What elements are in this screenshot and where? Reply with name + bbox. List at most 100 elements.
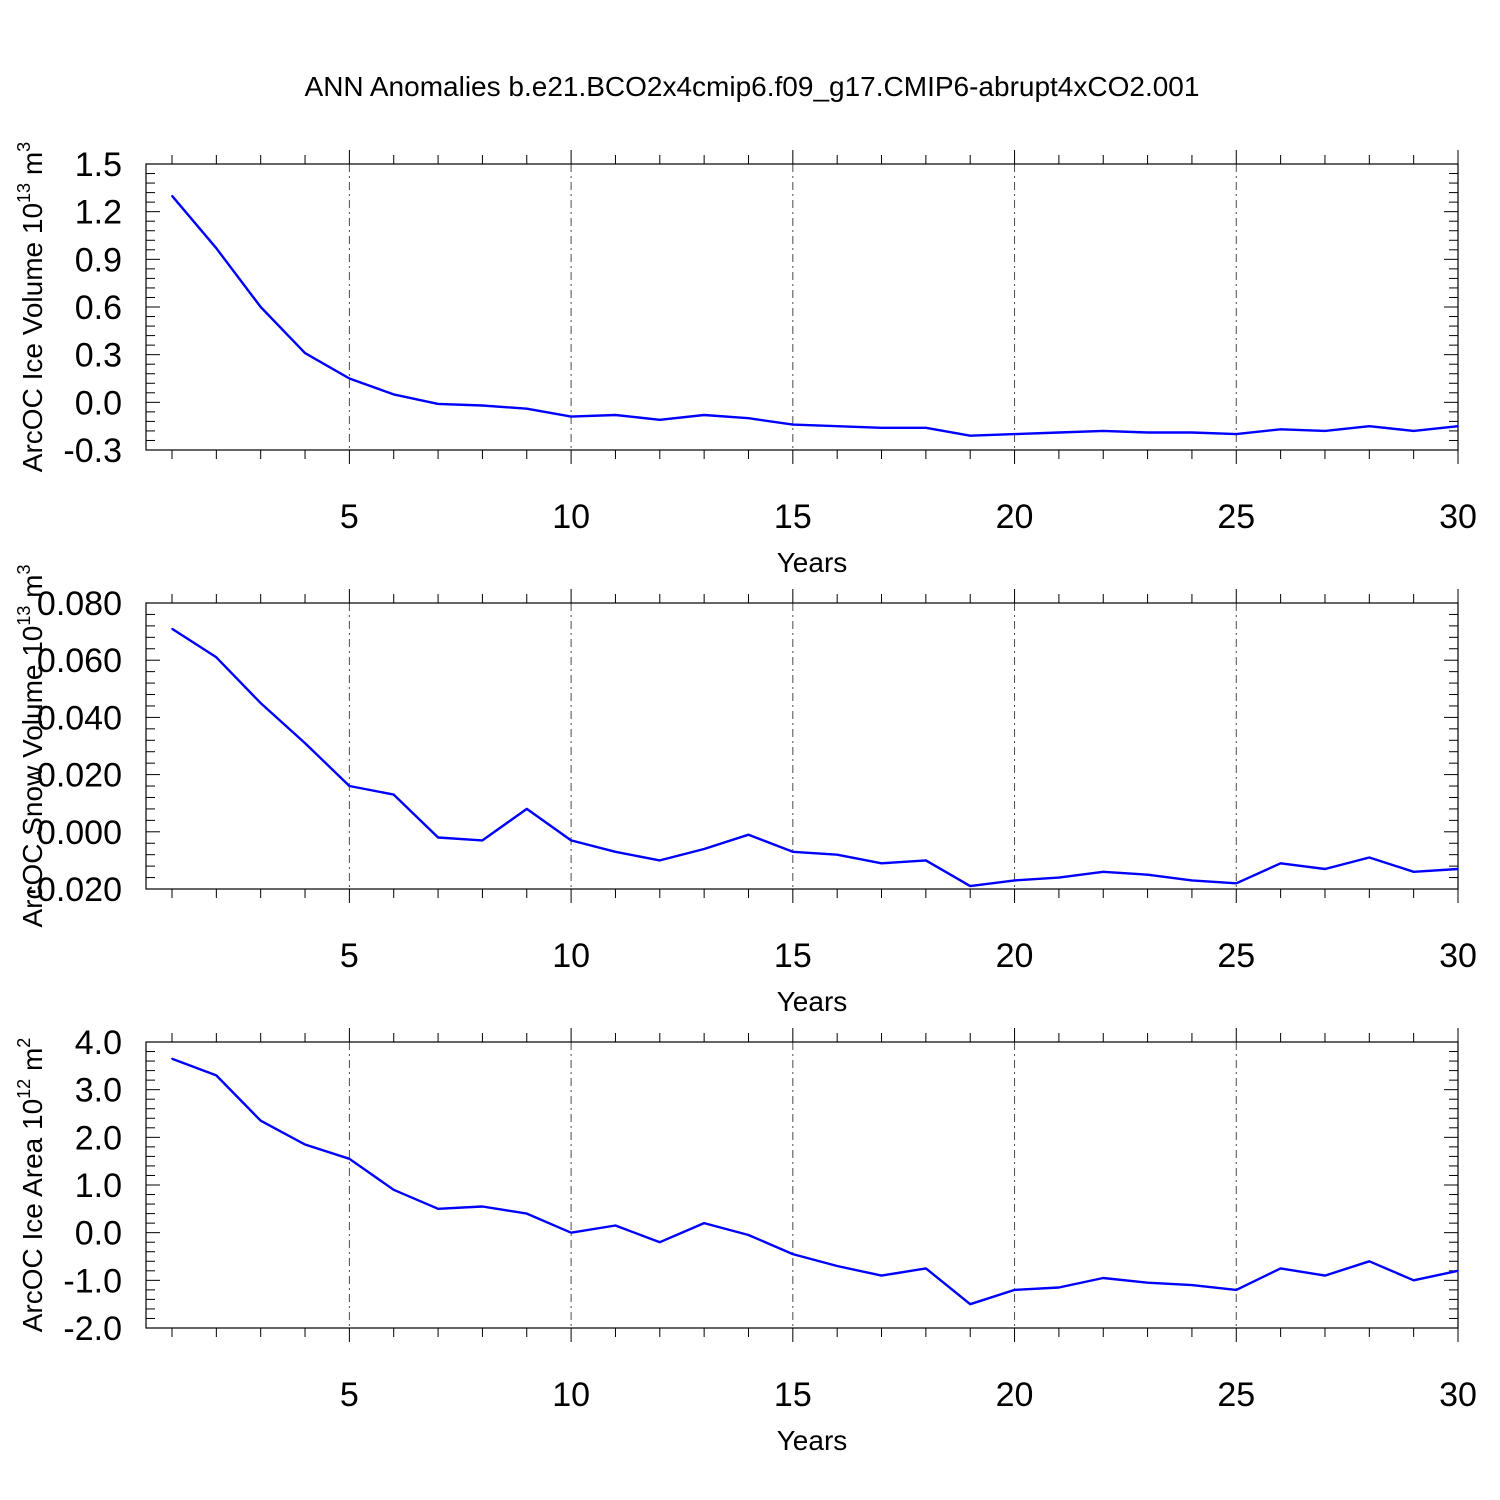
data-point bbox=[1146, 873, 1149, 876]
panel-3: -2.0 -1.0 0.0 1.0 2.0 3.0 4.0 5 10 15 20 25 30 Years A… bbox=[14, 1024, 1477, 1456]
data-point bbox=[1102, 430, 1105, 432]
data-point bbox=[1457, 868, 1459, 870]
data-point bbox=[570, 1231, 572, 1234]
data-point bbox=[1235, 433, 1238, 435]
y-axis-label: ArcOC Ice Volume 1013 m3 bbox=[14, 142, 48, 472]
y-tick-label: -0.020 bbox=[26, 871, 122, 909]
x-axis-label: Years bbox=[777, 1425, 848, 1456]
x-axis-label: Years bbox=[777, 986, 848, 1017]
x-tick-label: 20 bbox=[996, 1376, 1034, 1414]
y-tick-label: 1.5 bbox=[75, 146, 122, 184]
series-line bbox=[171, 627, 1459, 888]
data-point bbox=[1412, 430, 1415, 432]
y-tick-label: 0.9 bbox=[75, 241, 122, 279]
y-tick-label: 0.000 bbox=[37, 814, 122, 852]
y-axis-label: ArcOC Ice Area 1012 m2 bbox=[14, 1038, 48, 1333]
data-point bbox=[1235, 1289, 1238, 1291]
data-point bbox=[1146, 1281, 1149, 1284]
data-point bbox=[747, 833, 750, 836]
chart-title: ANN Anomalies b.e21.BCO2x4cmip6.f09_g17.… bbox=[305, 71, 1200, 102]
data-point bbox=[658, 419, 661, 421]
x-tick-label: 5 bbox=[340, 1376, 359, 1414]
data-point bbox=[1324, 1274, 1326, 1277]
data-point bbox=[525, 1212, 528, 1215]
data-point bbox=[570, 415, 572, 418]
x-tick-label: 10 bbox=[552, 498, 590, 536]
data-point bbox=[1191, 1284, 1193, 1286]
data-point bbox=[969, 885, 972, 887]
y-tick-label: 0.6 bbox=[75, 289, 122, 327]
data-point bbox=[481, 839, 484, 842]
x-tick-label: 25 bbox=[1217, 937, 1255, 975]
data-point bbox=[792, 1253, 794, 1255]
y-axis-label: ArcOC Snow Volume 1013 m3 bbox=[14, 564, 48, 927]
data-point bbox=[215, 656, 218, 659]
x-tick-label: 25 bbox=[1217, 1376, 1255, 1414]
data-point bbox=[792, 851, 794, 853]
data-point bbox=[304, 742, 306, 744]
data-point bbox=[1058, 876, 1060, 879]
data-point bbox=[836, 853, 838, 856]
data-point bbox=[880, 426, 883, 429]
data-point bbox=[570, 839, 572, 842]
data-point bbox=[437, 836, 439, 839]
data-point bbox=[1279, 1267, 1282, 1270]
data-point bbox=[259, 1119, 262, 1122]
data-point bbox=[1457, 425, 1459, 427]
series-line bbox=[171, 1057, 1459, 1306]
data-point bbox=[969, 434, 972, 437]
data-point bbox=[658, 859, 661, 862]
data-point bbox=[1412, 1279, 1415, 1282]
data-point bbox=[1191, 431, 1193, 434]
y-tick-label: 0.0 bbox=[75, 1215, 122, 1253]
data-point bbox=[792, 423, 794, 426]
series-line bbox=[171, 195, 1459, 437]
plot-frame bbox=[145, 163, 1459, 451]
data-point bbox=[1191, 879, 1193, 882]
x-tick-label: 15 bbox=[774, 1376, 812, 1414]
data-point bbox=[259, 702, 262, 704]
y-tick-label: -2.0 bbox=[63, 1310, 122, 1348]
data-point bbox=[392, 393, 395, 396]
y-tick-label: 4.0 bbox=[75, 1024, 122, 1062]
data-point bbox=[481, 404, 484, 407]
data-point bbox=[525, 407, 528, 410]
data-point bbox=[525, 808, 528, 810]
x-tick-label: 15 bbox=[774, 498, 812, 536]
y-tick-label: 0.040 bbox=[37, 699, 122, 737]
x-tick-label: 30 bbox=[1439, 1376, 1477, 1414]
data-point bbox=[259, 306, 262, 308]
data-point bbox=[703, 1222, 705, 1224]
x-tick-label: 15 bbox=[774, 937, 812, 975]
data-point bbox=[1324, 868, 1326, 870]
data-point bbox=[1013, 1289, 1016, 1291]
data-point bbox=[348, 377, 351, 380]
data-point bbox=[880, 862, 883, 865]
data-point bbox=[969, 1303, 972, 1305]
x-tick-label: 25 bbox=[1217, 498, 1255, 536]
data-point bbox=[614, 851, 617, 853]
data-point bbox=[1368, 425, 1371, 427]
data-point bbox=[304, 1143, 306, 1146]
y-tick-label: -1.0 bbox=[63, 1262, 122, 1300]
data-point bbox=[1235, 882, 1238, 885]
data-point bbox=[703, 414, 705, 416]
data-point bbox=[1013, 433, 1016, 435]
panel-1: -0.3 0.0 0.3 0.6 0.9 1.2 1.5 5 10 15 20 25 30 Years Ar… bbox=[14, 142, 1477, 578]
y-tick-label: 0.060 bbox=[37, 642, 122, 680]
x-tick-label: 5 bbox=[340, 498, 359, 536]
data-point bbox=[925, 426, 927, 429]
y-tick-label: 1.2 bbox=[75, 194, 122, 232]
data-point bbox=[836, 425, 838, 427]
data-point bbox=[1412, 871, 1415, 873]
data-point bbox=[614, 1224, 617, 1227]
data-point bbox=[925, 859, 927, 862]
y-tick-label: 0.0 bbox=[75, 384, 122, 422]
x-tick-label: 10 bbox=[552, 1376, 590, 1414]
x-axis-label: Years bbox=[777, 547, 848, 578]
data-point bbox=[1279, 862, 1282, 865]
data-point bbox=[1146, 431, 1149, 434]
data-point bbox=[481, 1205, 484, 1208]
y-tick-label: 0.3 bbox=[75, 337, 122, 375]
